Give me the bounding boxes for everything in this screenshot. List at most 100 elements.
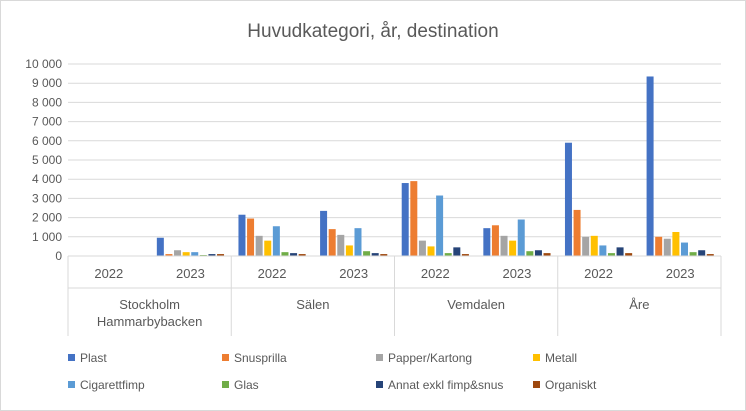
x-tick-label-year: 2023 bbox=[666, 266, 695, 281]
bar bbox=[453, 247, 461, 256]
bar bbox=[156, 237, 164, 256]
bar bbox=[646, 76, 654, 256]
legend-swatch bbox=[376, 381, 383, 388]
bar bbox=[380, 254, 388, 256]
bar bbox=[281, 252, 289, 256]
x-axis: 2022 2023 Stockholm Hammarbybacken 2022 2023 S… bbox=[67, 255, 722, 336]
bar bbox=[418, 240, 426, 256]
x-tick-label-year: 2023 bbox=[339, 266, 368, 281]
x-tick-label-year: 2022 bbox=[94, 266, 123, 281]
bar bbox=[427, 246, 435, 256]
bar bbox=[517, 219, 525, 256]
y-tick-label: 7 000 bbox=[32, 115, 62, 129]
bar bbox=[672, 232, 680, 256]
bar bbox=[590, 235, 598, 256]
x-tick-label-destination: Åre bbox=[629, 297, 649, 312]
legend-label: Snusprilla bbox=[234, 351, 287, 365]
bar bbox=[564, 142, 572, 256]
bar bbox=[706, 254, 714, 256]
gridlines bbox=[68, 63, 721, 238]
y-tick-label: 5 000 bbox=[32, 153, 62, 167]
y-tick-label: 9 000 bbox=[32, 76, 62, 90]
legend-swatch bbox=[533, 354, 540, 361]
bar bbox=[500, 235, 508, 256]
x-tick-label-year: 2022 bbox=[584, 266, 613, 281]
bar bbox=[534, 250, 542, 256]
bar bbox=[483, 228, 491, 256]
legend-label: Glas bbox=[234, 378, 259, 392]
bar bbox=[582, 236, 590, 256]
bar bbox=[543, 253, 551, 256]
legend-label: Organiskt bbox=[545, 378, 597, 392]
bar bbox=[174, 250, 182, 256]
x-tick-label-destination: Stockholm bbox=[119, 297, 180, 312]
y-tick-label: 2 000 bbox=[32, 211, 62, 225]
bar bbox=[689, 252, 697, 256]
legend-swatch bbox=[68, 354, 75, 361]
bar bbox=[698, 250, 706, 256]
x-tick-label-destination: Hammarbybacken bbox=[97, 314, 203, 329]
bar bbox=[217, 254, 225, 256]
bar bbox=[345, 245, 353, 256]
y-axis: 0 1 000 2 000 3 000 4 000 5 000 6 000 7 000 8 00… bbox=[25, 57, 62, 263]
legend-label: Papper/Kartong bbox=[388, 351, 472, 365]
legend-swatch bbox=[533, 381, 540, 388]
bar bbox=[165, 254, 173, 256]
legend-label: Cigarettfimp bbox=[80, 378, 145, 392]
legend-swatch bbox=[68, 381, 75, 388]
bar bbox=[337, 234, 345, 256]
bar bbox=[191, 252, 199, 256]
bar bbox=[272, 226, 280, 256]
y-tick-label: 10 000 bbox=[25, 57, 62, 71]
y-tick-label: 0 bbox=[55, 249, 62, 263]
x-tick-label-destination: Vemdalen bbox=[447, 297, 505, 312]
bar bbox=[444, 253, 452, 256]
x-tick-label-year: 2023 bbox=[502, 266, 531, 281]
bar bbox=[290, 253, 298, 256]
legend: Plast Snusprilla Papper/Kartong Metall Cigar… bbox=[68, 351, 597, 392]
bar bbox=[526, 251, 534, 256]
legend-swatch bbox=[222, 354, 229, 361]
y-tick-label: 1 000 bbox=[32, 230, 62, 244]
x-tick-label-destination: Sälen bbox=[296, 297, 329, 312]
bar bbox=[607, 253, 615, 256]
bar bbox=[264, 240, 272, 256]
bar bbox=[328, 229, 336, 256]
bar bbox=[461, 254, 469, 256]
bar bbox=[401, 183, 409, 256]
bar bbox=[573, 209, 581, 256]
bar bbox=[663, 238, 671, 256]
y-tick-label: 8 000 bbox=[32, 95, 62, 109]
x-tick-label-year: 2023 bbox=[176, 266, 205, 281]
legend-label: Annat exkl fimp&snus bbox=[388, 378, 503, 392]
bar bbox=[599, 245, 607, 256]
bar bbox=[371, 253, 379, 256]
bar bbox=[247, 218, 255, 256]
bar bbox=[410, 181, 418, 256]
bar bbox=[655, 236, 663, 256]
y-tick-label: 6 000 bbox=[32, 134, 62, 148]
legend-swatch bbox=[376, 354, 383, 361]
x-tick-label-year: 2022 bbox=[421, 266, 450, 281]
bar bbox=[616, 247, 624, 256]
legend-label: Plast bbox=[80, 351, 107, 365]
bar bbox=[182, 252, 190, 256]
bar bbox=[320, 210, 328, 256]
y-tick-label: 3 000 bbox=[32, 191, 62, 205]
bar bbox=[208, 254, 216, 256]
legend-label: Metall bbox=[545, 351, 577, 365]
bar bbox=[680, 242, 688, 256]
bar bbox=[509, 240, 517, 256]
y-tick-label: 4 000 bbox=[32, 172, 62, 186]
bar bbox=[298, 254, 306, 256]
bar bbox=[363, 251, 371, 256]
bar bbox=[255, 235, 263, 256]
bar bbox=[625, 253, 633, 256]
bar bbox=[491, 225, 499, 256]
bars bbox=[156, 76, 714, 256]
chart-title: Huvudkategori, år, destination bbox=[247, 21, 498, 42]
x-tick-label-year: 2022 bbox=[258, 266, 287, 281]
bar bbox=[354, 228, 362, 256]
